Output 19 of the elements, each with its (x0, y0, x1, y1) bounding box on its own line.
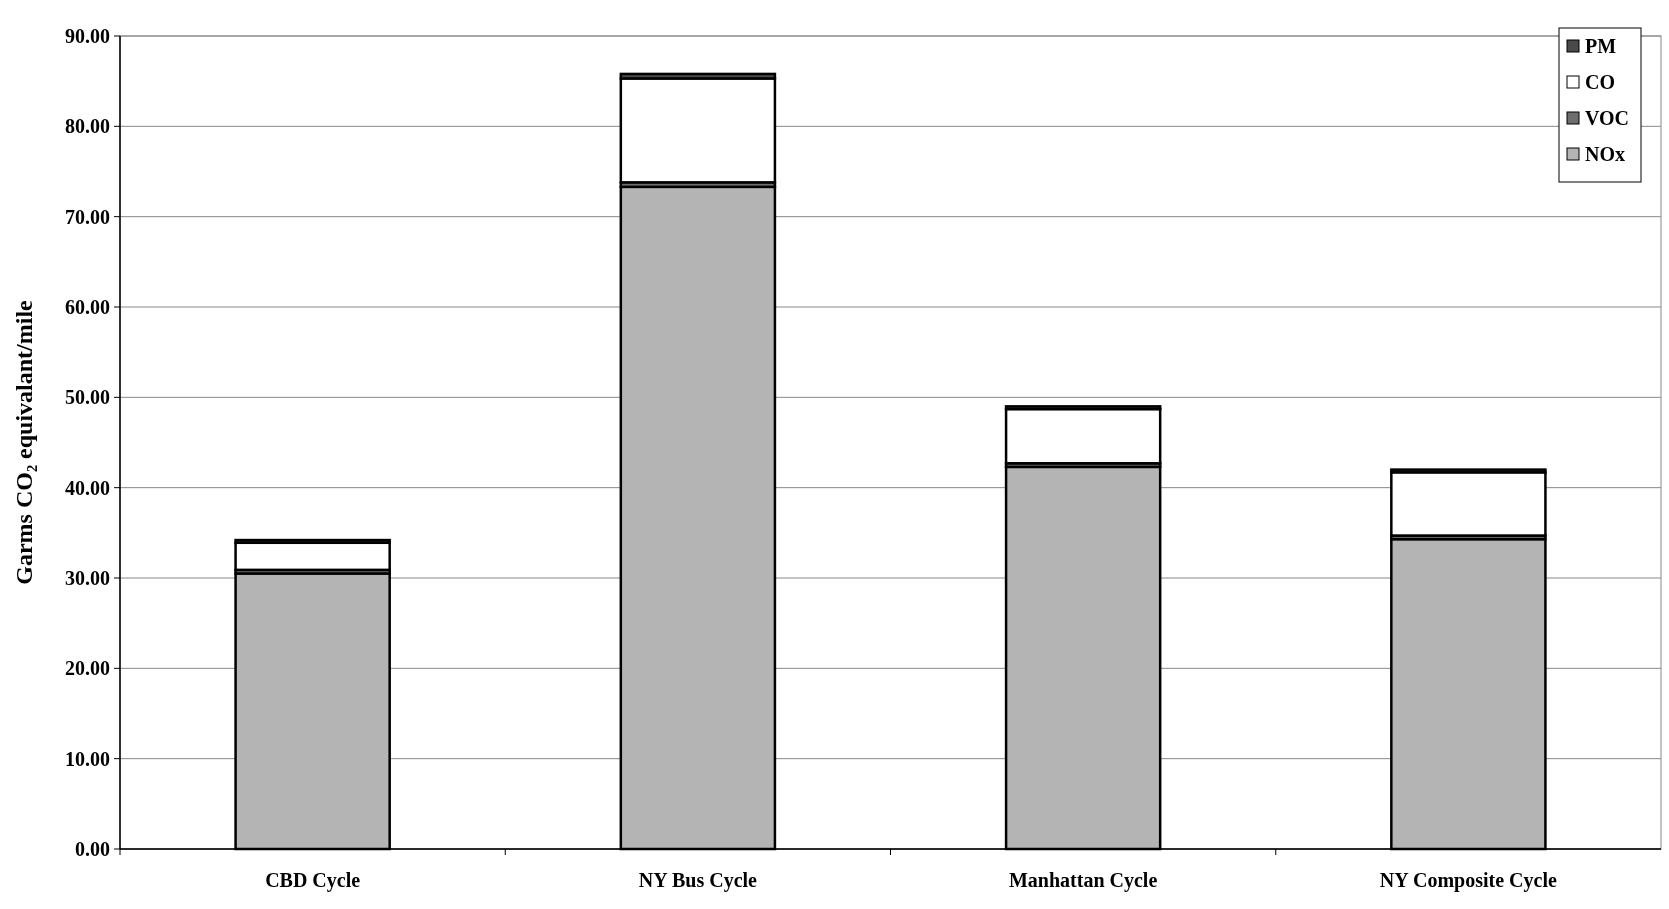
y-tick-label: 80.00 (65, 115, 110, 138)
x-tick-label: NY Bus Cycle (638, 869, 758, 892)
y-tick-label: 20.00 (65, 657, 110, 680)
legend-label: VOC (1585, 107, 1630, 129)
x-tick-label: CBD Cycle (265, 869, 361, 892)
y-tick-label: 70.00 (65, 205, 110, 228)
y-tick-label: 0.00 (75, 838, 110, 860)
legend-label: PM (1585, 35, 1617, 57)
y-tick-label: 10.00 (65, 747, 110, 770)
y-tick-label: 60.00 (65, 296, 110, 318)
y-tick-label: 40.00 (65, 476, 110, 499)
y-axis-title: Garms CO₂ equivalant/mile (11, 299, 37, 585)
y-tick-label: 30.00 (65, 567, 110, 589)
x-tick-label: Manhattan Cycle (1008, 869, 1158, 892)
legend-label: NOx (1585, 143, 1625, 165)
y-tick-label: 90.00 (65, 25, 110, 47)
x-tick-label: NY Composite Cycle (1379, 869, 1557, 892)
legend-label: CO (1585, 71, 1615, 93)
y-tick-label: 50.00 (65, 386, 110, 409)
